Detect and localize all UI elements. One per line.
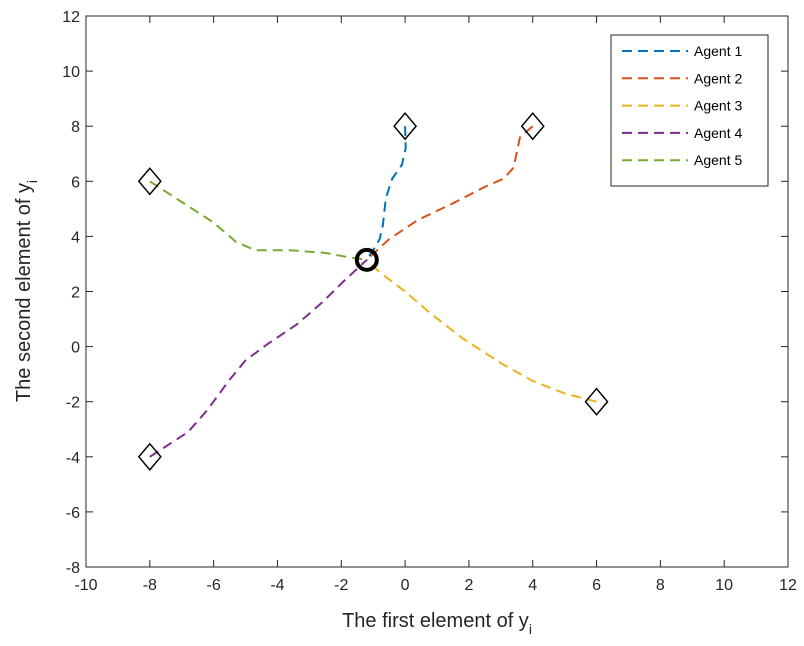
start-marker-agent-5 (137, 167, 162, 196)
y-tick-label: 4 (71, 229, 80, 246)
series-line-agent-5 (149, 180, 367, 261)
y-tick-label: 6 (71, 174, 80, 191)
y-tick-label: -8 (66, 560, 80, 577)
x-tick-label: 10 (715, 577, 733, 594)
y-tick-label: 10 (62, 64, 80, 81)
start-marker-agent-3 (584, 387, 609, 416)
y-tick-label: -4 (66, 450, 80, 467)
x-axis-title: The first element of yi (342, 610, 532, 637)
x-tick-label: 0 (401, 577, 410, 594)
legend-label-agent-5: Agent 5 (694, 152, 742, 168)
x-tick-label: 6 (592, 577, 601, 594)
x-tick-label: -6 (207, 577, 221, 594)
marker-layer (137, 112, 609, 471)
legend: Agent 1 Agent 2 Agent 3 Agent 4 Agent 5 (610, 34, 769, 187)
x-tick-label: -8 (143, 577, 157, 594)
legend-label-agent-3: Agent 3 (694, 98, 742, 114)
x-tick-label: -10 (74, 577, 97, 594)
x-tick-label: -4 (270, 577, 284, 594)
y-tick-label: -6 (66, 505, 80, 522)
y-tick-label: 2 (71, 285, 80, 302)
legend-label-agent-1: Agent 1 (694, 43, 742, 59)
x-tick-label: 2 (464, 577, 473, 594)
x-tick-label: 4 (528, 577, 537, 594)
consensus-point-marker (354, 247, 379, 272)
y-tick-label: -2 (66, 395, 80, 412)
x-tick-label: 12 (779, 577, 797, 594)
series-line-agent-2 (366, 125, 534, 261)
start-marker-agent-1 (393, 112, 418, 141)
y-axis-title: The second element of yi (13, 180, 40, 402)
y-tick-label: 8 (71, 119, 80, 136)
series-layer (149, 125, 597, 458)
x-tick-label: 8 (656, 577, 665, 594)
legend-label-agent-2: Agent 2 (694, 70, 742, 86)
start-marker-agent-4 (137, 442, 162, 471)
start-marker-agent-2 (520, 112, 545, 141)
y-tick-label: 12 (62, 9, 80, 26)
y-tick-label: 0 (71, 340, 80, 357)
legend-label-agent-4: Agent 4 (694, 125, 742, 141)
x-tick-label: -2 (334, 577, 348, 594)
series-line-agent-3 (366, 259, 597, 403)
legend-box (610, 34, 769, 187)
series-line-agent-4 (149, 259, 368, 458)
